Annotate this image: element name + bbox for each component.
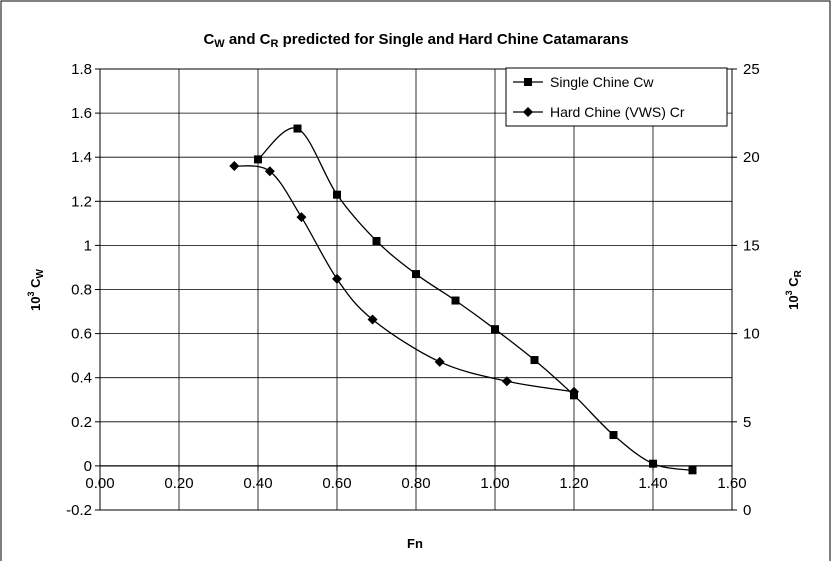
legend-label-hard-chine: Hard Chine (VWS) Cr	[550, 104, 685, 120]
data-point-single-chine	[530, 356, 539, 365]
x-tick-label: 1.40	[638, 475, 667, 492]
y-left-tick-label: -0.2	[66, 502, 92, 519]
series-layer	[229, 124, 697, 475]
y-right-axis-ticks: 25 20 15 10 5 0	[732, 61, 760, 519]
y-left-axis-ticks: 1.8 1.6 1.4 1.2 1 0.8 0.6 0.4 0.2 0 -0.2	[66, 61, 100, 519]
legend-diamond-marker	[523, 107, 533, 117]
data-point-hard-chine	[296, 212, 307, 223]
x-tick-label: 1.60	[717, 475, 746, 492]
legend-square-marker	[524, 78, 532, 86]
y-right-tick-label: 10	[743, 326, 760, 343]
y-left-tick-label: 0.4	[71, 370, 92, 387]
data-point-hard-chine	[229, 161, 240, 172]
data-point-single-chine	[609, 431, 618, 440]
data-point-hard-chine	[569, 386, 579, 397]
data-point-hard-chine	[434, 356, 445, 367]
data-point-hard-chine	[367, 314, 378, 325]
y-right-tick-label: 0	[743, 502, 751, 519]
data-point-single-chine	[333, 190, 341, 199]
y-right-tick-label: 25	[743, 61, 760, 78]
y-right-tick-label: 15	[743, 237, 760, 254]
y-right-tick-label: 20	[743, 149, 760, 166]
data-point-single-chine	[491, 325, 499, 334]
data-point-hard-chine	[501, 376, 512, 387]
x-axis-title: Fn	[407, 536, 423, 551]
data-point-single-chine	[412, 270, 420, 279]
y-left-axis-title: 103 CW	[26, 268, 46, 310]
y-left-tick-label: 1.8	[71, 61, 92, 78]
y-left-tick-label: 1	[84, 237, 92, 254]
data-point-single-chine	[254, 155, 262, 164]
x-tick-label: 1.20	[559, 475, 588, 492]
data-point-single-chine	[649, 459, 657, 468]
data-point-single-chine	[293, 124, 302, 133]
y-left-tick-label: 0.2	[71, 414, 92, 431]
x-tick-label: 0.60	[322, 475, 351, 492]
y-left-tick-label: 1.6	[71, 105, 92, 122]
y-left-tick-label: 1.2	[71, 193, 92, 210]
y-left-tick-label: 0.6	[71, 326, 92, 343]
legend: Single Chine Cw Hard Chine (VWS) Cr	[505, 67, 728, 127]
x-tick-label: 1.00	[480, 475, 509, 492]
chart-title: CW and CR predicted for Single and Hard …	[203, 31, 628, 50]
y-left-tick-label: 0.8	[71, 282, 92, 299]
data-point-hard-chine	[332, 273, 342, 284]
data-point-single-chine	[688, 466, 697, 475]
x-tick-label: 0.20	[164, 475, 193, 492]
data-point-single-chine	[372, 236, 381, 245]
y-left-tick-label: 0	[84, 458, 92, 475]
legend-box	[505, 67, 728, 127]
y-left-tick-label: 1.4	[71, 149, 92, 166]
data-point-hard-chine	[264, 166, 275, 177]
y-right-tick-label: 5	[743, 414, 751, 431]
x-tick-label: 0.00	[85, 475, 114, 492]
x-axis-ticks: 0.00 0.20 0.40 0.60 0.80 1.00 1.20 1.40 1.60	[85, 465, 747, 492]
legend-label-single-chine: Single Chine Cw	[550, 74, 654, 90]
y-right-axis-title: 103 CR	[784, 269, 804, 309]
x-tick-label: 0.40	[243, 475, 272, 492]
x-tick-label: 0.80	[401, 475, 430, 492]
data-point-single-chine	[451, 296, 460, 305]
